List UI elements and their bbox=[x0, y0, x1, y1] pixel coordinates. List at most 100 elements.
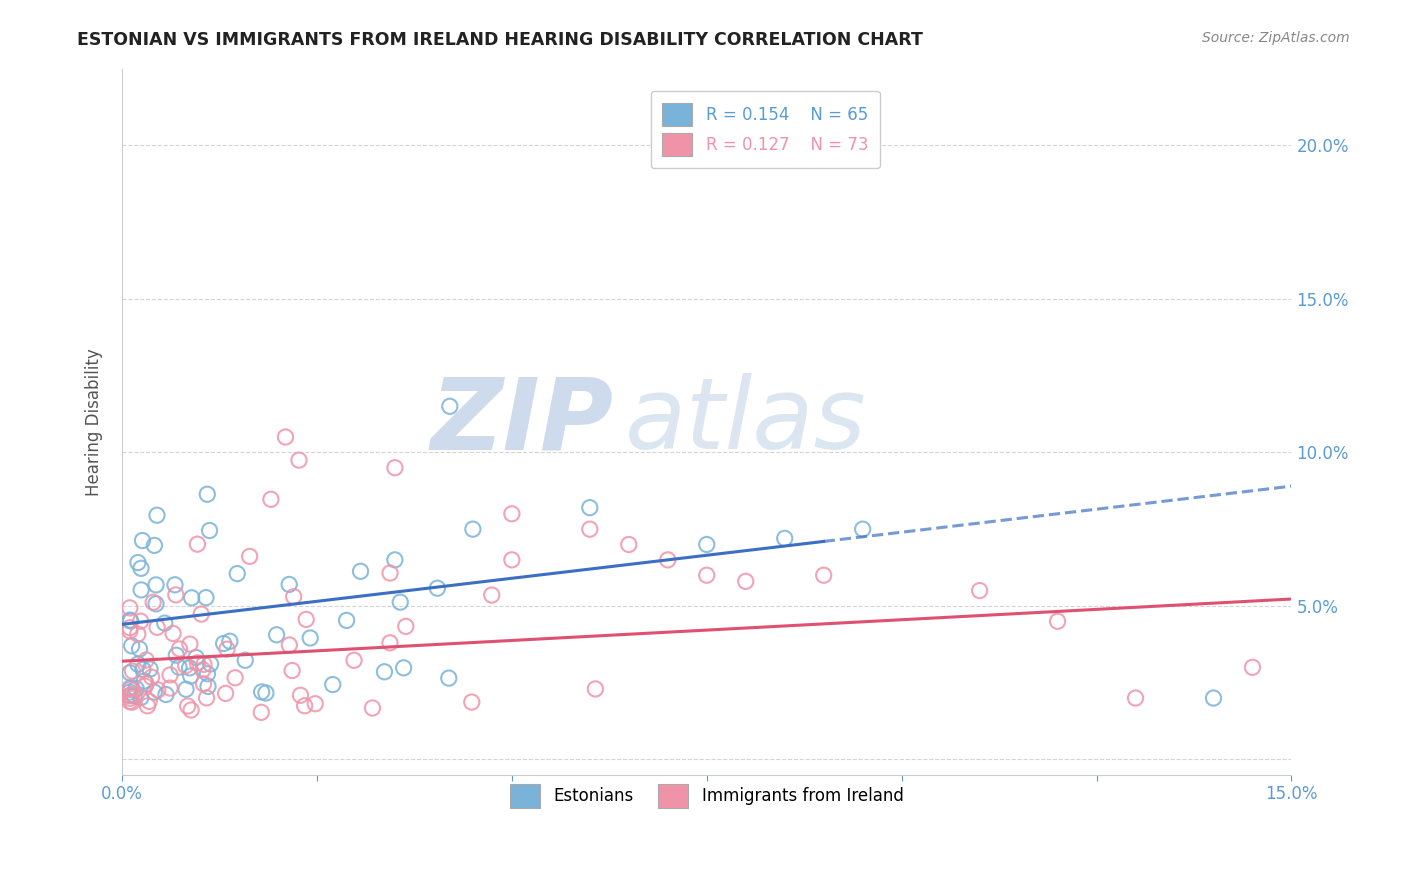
Point bbox=[384, 460, 406, 475]
Point bbox=[191, 663, 214, 677]
Point bbox=[129, 690, 152, 705]
Point bbox=[129, 561, 152, 575]
Point bbox=[260, 492, 283, 507]
Point bbox=[165, 588, 187, 602]
Point bbox=[163, 578, 186, 592]
Point bbox=[361, 701, 384, 715]
Point bbox=[174, 682, 197, 697]
Point bbox=[197, 679, 219, 693]
Point bbox=[145, 578, 167, 592]
Point bbox=[583, 681, 606, 696]
Point bbox=[165, 648, 187, 663]
Point bbox=[254, 686, 277, 700]
Point bbox=[378, 636, 401, 650]
Point bbox=[176, 699, 198, 714]
Point bbox=[135, 653, 157, 667]
Point bbox=[146, 620, 169, 634]
Text: Source: ZipAtlas.com: Source: ZipAtlas.com bbox=[1202, 31, 1350, 45]
Point bbox=[120, 614, 142, 628]
Point bbox=[278, 577, 301, 591]
Point bbox=[139, 662, 162, 676]
Point bbox=[461, 522, 484, 536]
Point bbox=[437, 671, 460, 685]
Point bbox=[283, 590, 305, 604]
Point bbox=[224, 671, 246, 685]
Point bbox=[162, 626, 184, 640]
Point bbox=[696, 537, 718, 551]
Point bbox=[138, 694, 160, 708]
Point bbox=[501, 507, 523, 521]
Point bbox=[184, 650, 207, 665]
Point bbox=[155, 688, 177, 702]
Point bbox=[426, 581, 449, 595]
Point bbox=[1125, 691, 1147, 706]
Point bbox=[186, 537, 208, 551]
Point bbox=[118, 689, 141, 703]
Point bbox=[278, 638, 301, 652]
Point bbox=[118, 621, 141, 635]
Point bbox=[813, 568, 835, 582]
Point bbox=[136, 698, 159, 713]
Point bbox=[734, 574, 756, 589]
Point bbox=[773, 532, 796, 546]
Point bbox=[295, 612, 318, 626]
Point bbox=[121, 639, 143, 653]
Point bbox=[143, 538, 166, 552]
Point bbox=[118, 600, 141, 615]
Point bbox=[969, 583, 991, 598]
Point bbox=[439, 400, 461, 414]
Point bbox=[167, 660, 190, 674]
Point bbox=[118, 695, 141, 709]
Point bbox=[180, 591, 202, 605]
Point bbox=[169, 641, 191, 656]
Point bbox=[180, 669, 202, 683]
Point bbox=[250, 706, 273, 720]
Point bbox=[1241, 660, 1264, 674]
Point bbox=[180, 703, 202, 717]
Point bbox=[122, 689, 145, 703]
Point bbox=[193, 677, 215, 691]
Point bbox=[657, 553, 679, 567]
Point bbox=[219, 634, 242, 648]
Point bbox=[159, 668, 181, 682]
Point bbox=[322, 677, 344, 691]
Point bbox=[290, 688, 312, 702]
Point bbox=[461, 695, 484, 709]
Point bbox=[120, 691, 142, 706]
Point bbox=[134, 679, 156, 693]
Point bbox=[578, 500, 600, 515]
Y-axis label: Hearing Disability: Hearing Disability bbox=[86, 348, 103, 496]
Point bbox=[129, 582, 152, 597]
Point bbox=[212, 636, 235, 650]
Point bbox=[389, 595, 412, 609]
Text: ZIP: ZIP bbox=[430, 373, 613, 470]
Point bbox=[128, 642, 150, 657]
Point bbox=[127, 556, 149, 570]
Point bbox=[281, 664, 304, 678]
Text: ESTONIAN VS IMMIGRANTS FROM IRELAND HEARING DISABILITY CORRELATION CHART: ESTONIAN VS IMMIGRANTS FROM IRELAND HEAR… bbox=[77, 31, 924, 49]
Point bbox=[135, 677, 157, 691]
Point bbox=[132, 663, 155, 677]
Point bbox=[120, 682, 142, 697]
Point bbox=[395, 619, 418, 633]
Point bbox=[336, 613, 359, 627]
Point bbox=[617, 537, 640, 551]
Point bbox=[578, 522, 600, 536]
Point bbox=[266, 628, 288, 642]
Point bbox=[384, 553, 406, 567]
Text: atlas: atlas bbox=[624, 373, 866, 470]
Point bbox=[1202, 691, 1225, 706]
Point bbox=[481, 588, 503, 602]
Point bbox=[392, 661, 415, 675]
Point bbox=[214, 686, 236, 700]
Point bbox=[852, 522, 875, 536]
Point bbox=[215, 642, 238, 657]
Point bbox=[179, 637, 201, 651]
Point bbox=[299, 631, 322, 645]
Point bbox=[146, 508, 169, 523]
Point bbox=[501, 553, 523, 567]
Point bbox=[190, 607, 212, 621]
Point bbox=[274, 430, 297, 444]
Point bbox=[174, 658, 197, 673]
Point bbox=[125, 681, 148, 696]
